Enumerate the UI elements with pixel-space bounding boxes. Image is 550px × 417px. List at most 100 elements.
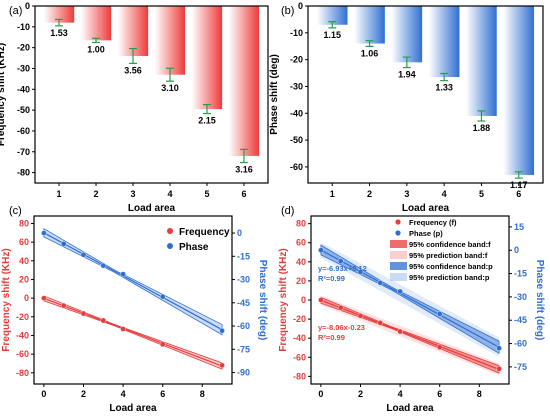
point-1-2: [357, 269, 364, 275]
x-tick-label: 2: [81, 389, 86, 399]
point-1-0: [318, 247, 324, 254]
plot-frame: [33, 215, 233, 385]
plot-frame: [34, 5, 269, 184]
point-1-4: [120, 271, 126, 277]
y-right-tick-label: -45: [514, 315, 527, 325]
x-axis-label: Load area: [109, 403, 157, 414]
x-tick-label: 6: [516, 189, 521, 199]
y-tick-label: -40: [17, 84, 30, 94]
y-left-tick-label: -60: [16, 349, 29, 359]
x-tick-label: 0: [41, 389, 46, 399]
legend-marker-frequency: [167, 228, 173, 234]
y-left-tick-label: -60: [293, 352, 306, 362]
bar-3: [117, 6, 149, 56]
point-1-3: [377, 280, 384, 286]
y-right-axis-label: Phase shift (deg): [257, 260, 268, 341]
y-left-axis-label: Frequency shift (KHz): [1, 248, 12, 351]
bar-1: [43, 6, 75, 23]
x-tick-label: 5: [479, 189, 484, 199]
point-0-3: [377, 320, 384, 326]
y-tick-label: 0: [25, 1, 30, 11]
y-tick-label: -40: [290, 108, 303, 118]
x-tick-label: 4: [442, 189, 447, 199]
y-tick-label: -10: [290, 28, 303, 38]
legend-marker-frequency-f: [395, 219, 401, 225]
legend-label-4: 95% confidence band:p: [409, 262, 493, 271]
point-1-2: [80, 251, 87, 258]
y-right-tick-label: -30: [237, 275, 250, 285]
legend-label-0: Frequency (f): [409, 218, 457, 227]
point-0-4: [397, 328, 403, 335]
y-left-tick-label: 60: [296, 238, 306, 248]
y-right-tick-label: -15: [514, 269, 527, 279]
panel-label-d: (d): [281, 205, 294, 217]
x-tick-label: 1: [57, 189, 62, 199]
x-tick-label: 5: [204, 189, 209, 199]
y-tick-label: 0: [298, 1, 303, 11]
x-axis-label: Load area: [128, 203, 176, 214]
x-tick-label: 8: [477, 389, 482, 399]
legend-label-3: 95% prediction band:f: [409, 251, 488, 260]
bar-5: [466, 6, 497, 116]
x-tick-label: 6: [241, 189, 246, 199]
prediction-band-1: [320, 242, 500, 357]
y-right-tick-label: -60: [237, 321, 250, 331]
x-tick-label: 2: [94, 189, 99, 199]
data-label-6: 3.16: [235, 165, 253, 175]
legend-swatch-4: [390, 262, 407, 270]
fit-line-1: [320, 249, 500, 348]
y-axis-label: Frequency shift (KHz): [0, 43, 7, 146]
bar-4: [428, 6, 460, 78]
y-right-tick-label: -15: [237, 251, 250, 261]
panel-label-a: (a): [9, 5, 22, 17]
y-left-tick-label: -80: [16, 368, 29, 378]
data-label-1: 1.53: [50, 28, 68, 38]
y-tick-label: -80: [17, 168, 30, 178]
x-tick-label: 3: [404, 189, 409, 199]
point-0-3: [100, 317, 107, 324]
bar-5: [191, 6, 223, 110]
data-label-3: 3.56: [124, 65, 142, 75]
point-1-3: [100, 262, 107, 269]
point-0-2: [80, 310, 87, 317]
bar-4: [154, 6, 186, 75]
bar-2: [80, 6, 112, 41]
fit-line-0: [43, 297, 223, 367]
y-right-tick-label: -60: [514, 339, 527, 349]
y-right-tick-label: -90: [237, 368, 250, 378]
y-left-tick-label: -40: [16, 330, 29, 340]
chart-a-frequency-bars: 1.53 1.00 3.56 3.10 2.15 3.16 0 -10 -20 -30 -40 -50…: [0, 1, 269, 214]
bar-1: [316, 6, 348, 25]
bar-6: [228, 6, 260, 156]
x-tick-label: 2: [367, 189, 372, 199]
y-left-tick-label: -40: [293, 333, 306, 343]
data-label-4: 3.10: [161, 83, 179, 93]
point-0-1: [60, 302, 67, 309]
y-left-tick-label: 80: [19, 218, 29, 228]
x-axis-label: Load area: [386, 403, 434, 414]
y-right-tick-label: -45: [237, 298, 250, 308]
bar-6: [503, 6, 535, 175]
legend-label-1: Phase (p): [409, 229, 443, 238]
legend-label-2: 95% confidence band:f: [409, 240, 491, 249]
y-right-tick-label: -75: [514, 362, 527, 372]
point-1-1: [60, 241, 67, 247]
x-tick-label: 4: [121, 389, 126, 399]
point-0-2: [357, 312, 364, 319]
legend-label-frequency: Frequency: [179, 227, 230, 238]
point-0-0: [41, 295, 47, 301]
legend-swatch-2: [390, 240, 407, 248]
point-0-6: [496, 365, 502, 372]
y-left-tick-label: 20: [296, 276, 306, 286]
y-left-tick-label: -80: [293, 371, 306, 381]
fit-equation-frequency: y=-8.06x-0.23: [318, 323, 365, 332]
y-right-tick-label: 0: [237, 228, 242, 238]
data-label-2: 1.00: [87, 44, 105, 54]
y-tick-label: -30: [290, 81, 303, 91]
y-right-tick-label: -75: [237, 344, 250, 354]
chart-d-fit: 80 60 40 20 0 -20 -40 -60 -80 15 0 -15 -30 -45 -60 -75 0…: [278, 215, 545, 414]
point-1-0: [41, 230, 47, 236]
legend-marker-phase: [167, 243, 173, 249]
data-label-3: 1.94: [398, 70, 416, 80]
